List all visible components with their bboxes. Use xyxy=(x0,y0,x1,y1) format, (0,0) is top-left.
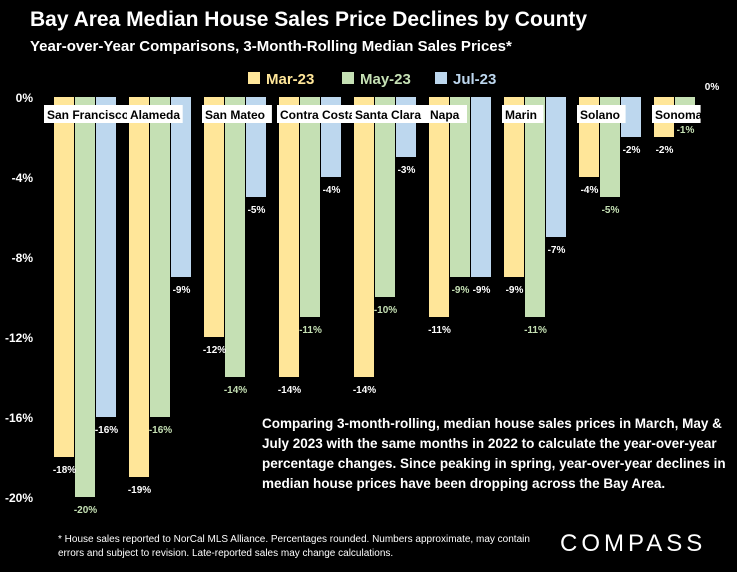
bar-marin-mar-23 xyxy=(504,97,524,277)
legend-swatch-jul-23 xyxy=(435,72,447,84)
bar-contra-costa-may-23 xyxy=(300,97,320,317)
category-label-contra-costa: Contra Costa xyxy=(280,108,356,122)
data-label: -4% xyxy=(323,185,341,196)
bar-marin-may-23 xyxy=(525,97,545,317)
data-label: -20% xyxy=(74,505,97,516)
category-label-bg xyxy=(502,105,544,123)
data-label: -11% xyxy=(524,325,547,336)
bar-san-francisco-jul-23 xyxy=(96,97,116,417)
chart-title: Bay Area Median House Sales Price Declin… xyxy=(30,8,588,31)
data-label: -16% xyxy=(149,425,172,436)
bar-santa-clara-mar-23 xyxy=(354,97,374,377)
bar-series xyxy=(54,97,695,497)
data-label: -5% xyxy=(602,205,620,216)
category-label-san-francisco: San Francisco xyxy=(47,108,129,122)
data-label: -11% xyxy=(428,325,451,336)
data-label: -9% xyxy=(473,285,491,296)
chart-subtitle: Year-over-Year Comparisons, 3-Month-Roll… xyxy=(30,38,512,55)
data-label: -5% xyxy=(248,205,266,216)
bar-san-francisco-mar-23 xyxy=(54,97,74,457)
bar-contra-costa-mar-23 xyxy=(279,97,299,377)
y-tick-label: -4% xyxy=(12,171,34,185)
data-label: -14% xyxy=(353,385,376,396)
bar-napa-may-23 xyxy=(450,97,470,277)
data-label: -2% xyxy=(656,145,674,156)
data-label: -19% xyxy=(128,485,151,496)
category-label-santa-clara: Santa Clara xyxy=(355,108,421,122)
data-label: -9% xyxy=(452,285,470,296)
chart-legend: Mar-23 May-23 Jul-23 xyxy=(248,71,496,88)
y-tick-label: -16% xyxy=(5,411,33,425)
bar-alameda-jul-23 xyxy=(171,97,191,277)
bar-san-mateo-may-23 xyxy=(225,97,245,377)
data-label: -7% xyxy=(548,245,566,256)
compass-logo: COMPASS xyxy=(560,530,707,557)
data-label: -16% xyxy=(95,425,118,436)
bar-napa-mar-23 xyxy=(429,97,449,317)
data-label: -10% xyxy=(374,305,397,316)
category-label-san-mateo: San Mateo xyxy=(205,108,265,122)
y-tick-label: -20% xyxy=(5,491,33,505)
category-label-alameda: Alameda xyxy=(130,108,180,122)
category-labels: San Francisco Alameda San Mateo Contra Cost… xyxy=(44,105,703,123)
bar-solano-jul-23 xyxy=(621,97,641,137)
y-tick-label: 0% xyxy=(16,91,34,105)
chart-annotation: Comparing 3-month-rolling, median house … xyxy=(262,416,726,491)
category-label-bg xyxy=(44,105,143,123)
data-label: -14% xyxy=(224,385,247,396)
category-label-napa: Napa xyxy=(430,108,460,122)
category-label-bg xyxy=(127,105,183,123)
y-axis: 0% -4% -8% -12% -16% -20% xyxy=(5,91,33,505)
bar-san-mateo-mar-23 xyxy=(204,97,224,337)
data-label: -9% xyxy=(173,285,191,296)
category-label-bg xyxy=(202,105,272,123)
data-label: -9% xyxy=(506,285,524,296)
data-labels: -18% -19% -12% -14% -14% -11% -9% -4% -2% -20% -16… xyxy=(53,82,720,516)
category-label-bg xyxy=(577,105,626,123)
category-label-marin: Marin xyxy=(505,108,537,122)
footnote: * House sales reported to NorCal MLS All… xyxy=(58,534,530,559)
y-tick-label: -12% xyxy=(5,331,33,345)
data-label: -4% xyxy=(581,185,599,196)
category-label-solano: Solano xyxy=(580,108,620,122)
category-label-bg xyxy=(352,105,437,123)
category-label-bg xyxy=(277,105,369,123)
data-label: -3% xyxy=(398,165,416,176)
legend-label-mar-23: Mar-23 xyxy=(266,71,314,88)
category-label-sonoma: Sonoma xyxy=(655,108,703,122)
data-label: -2% xyxy=(623,145,641,156)
data-label: -1% xyxy=(677,125,695,136)
category-label-bg xyxy=(652,105,701,123)
legend-swatch-may-23 xyxy=(342,72,354,84)
bar-santa-clara-may-23 xyxy=(375,97,395,297)
legend-label-may-23: May-23 xyxy=(360,71,411,88)
bar-marin-jul-23 xyxy=(546,97,566,237)
category-label-bg xyxy=(427,105,467,123)
data-label: -12% xyxy=(203,345,226,356)
data-label: -18% xyxy=(53,465,76,476)
legend-swatch-mar-23 xyxy=(248,72,260,84)
data-label: -11% xyxy=(299,325,322,336)
bar-san-francisco-may-23 xyxy=(75,97,95,497)
data-label: -14% xyxy=(278,385,301,396)
bar-alameda-mar-23 xyxy=(129,97,149,477)
bar-napa-jul-23 xyxy=(471,97,491,277)
bar-alameda-may-23 xyxy=(150,97,170,417)
legend-label-jul-23: Jul-23 xyxy=(453,71,496,88)
y-tick-label: -8% xyxy=(12,251,34,265)
data-label: 0% xyxy=(705,82,720,93)
